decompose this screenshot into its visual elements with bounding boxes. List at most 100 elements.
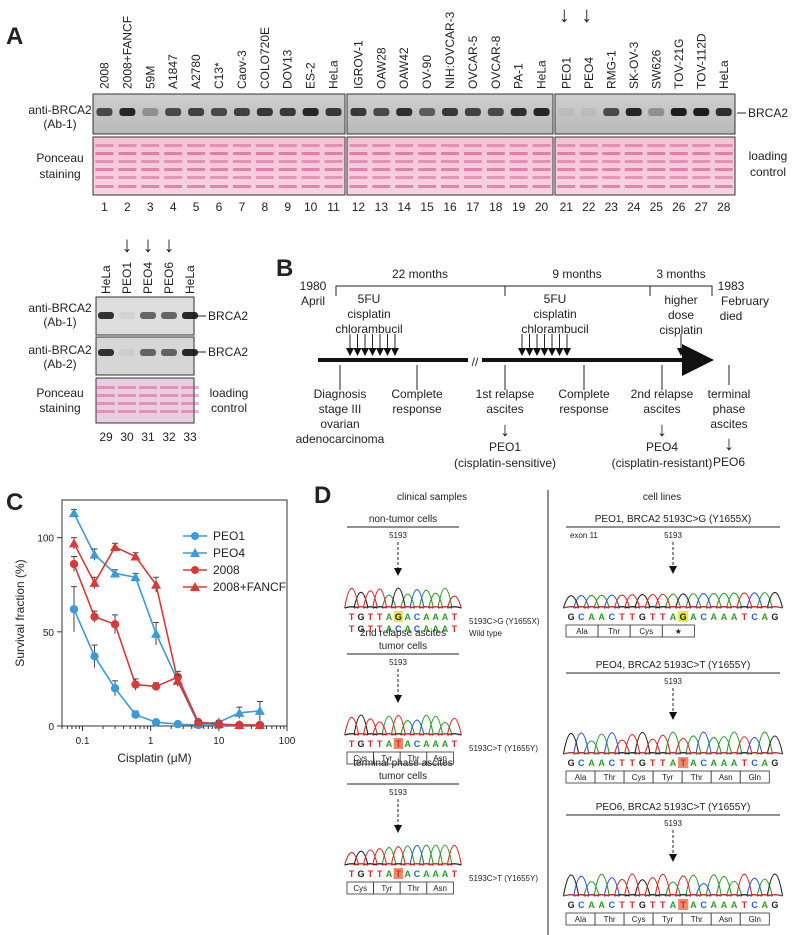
blot-ponceau xyxy=(554,136,736,196)
base-call: T xyxy=(377,739,383,749)
ponceau-band xyxy=(418,176,437,179)
base-call: C xyxy=(578,612,585,622)
ponceau-band xyxy=(532,152,551,155)
data-point xyxy=(69,605,79,614)
data-point xyxy=(151,579,162,589)
blot-a2-ponceau-label-sub: staining xyxy=(39,401,80,415)
amino-acid: Tyr xyxy=(381,754,392,763)
mutation-highlight xyxy=(393,611,403,622)
base-call: A xyxy=(432,624,439,634)
lane-name: HeLa xyxy=(535,60,549,89)
ponceau-band xyxy=(118,152,137,155)
ponceau-band xyxy=(187,176,206,179)
lane-number-2: 33 xyxy=(183,430,197,444)
position-label: 5193 xyxy=(664,677,682,686)
ponceau-band xyxy=(624,152,643,155)
lane-name: 2008+FANCF xyxy=(120,16,134,89)
ponceau-band xyxy=(418,185,437,188)
lane-name: TOV-112D xyxy=(694,33,708,89)
ponceau-band xyxy=(232,185,251,188)
ponceau-band xyxy=(97,410,115,413)
chromatogram-trace xyxy=(563,873,783,897)
base-call: C xyxy=(751,612,758,622)
amino-acid: Cys xyxy=(639,627,653,636)
lane-numbers-2: 29 30 31 32 33 xyxy=(99,430,197,444)
lane-number: 24 xyxy=(627,200,641,214)
brca2-band xyxy=(165,108,182,116)
end-note: died xyxy=(720,309,743,323)
amino-acid: Cys xyxy=(353,754,367,763)
base-call: A xyxy=(423,869,430,879)
blot-ponceau xyxy=(92,136,346,196)
ponceau-band xyxy=(692,185,711,188)
ponceau-band xyxy=(532,144,551,147)
base-call: A xyxy=(588,612,595,622)
ponceau-band xyxy=(97,394,115,397)
lane-name: RMG-1 xyxy=(604,50,618,89)
data-point xyxy=(110,620,120,629)
ponceau-band xyxy=(669,160,688,163)
amino-acid-box xyxy=(739,770,770,784)
base-call: T xyxy=(680,758,686,768)
variant-note: 5193C>G (Y1655X) xyxy=(469,617,540,626)
lane-name-2: PEO6 xyxy=(162,262,176,294)
ponceau-band xyxy=(372,160,391,163)
position-label: 5193 xyxy=(664,819,682,828)
lane-number: 16 xyxy=(443,200,457,214)
brca2-band xyxy=(670,108,687,116)
lane-number-2: 32 xyxy=(162,430,176,444)
ponceau-band xyxy=(418,160,437,163)
position-label: 5193 xyxy=(389,788,407,797)
base-call: T xyxy=(377,612,383,622)
ponceau-band xyxy=(349,144,368,147)
chromatogram-trace xyxy=(563,734,783,755)
base-call: T xyxy=(680,900,686,910)
ponceau-band xyxy=(232,160,251,163)
base-call: A xyxy=(404,739,411,749)
brca2-band xyxy=(373,108,390,116)
ponceau-band xyxy=(349,185,368,188)
ponceau-band xyxy=(141,160,160,163)
legend-label: 2008 xyxy=(213,563,240,577)
base-call: T xyxy=(377,869,383,879)
lane-name-2: PEO1 xyxy=(120,262,134,294)
base-call: A xyxy=(598,612,605,622)
lane-name: PEO4 xyxy=(582,57,596,89)
lane-name: 2008 xyxy=(97,62,111,89)
ponceau-band xyxy=(187,160,206,163)
lane-name: OV-90 xyxy=(420,55,434,89)
brace-3-months xyxy=(649,285,713,296)
trace-title: terminal phase ascites xyxy=(353,758,453,769)
brca2-band xyxy=(464,108,481,116)
brca2-band xyxy=(233,108,250,116)
cell-line-trace-title: PEO1, BRCA2 5193C>G (Y1655X) xyxy=(595,514,751,525)
ponceau-band xyxy=(692,176,711,179)
ponceau-band xyxy=(187,144,206,147)
base-call: A xyxy=(442,624,449,634)
peo4-label: PEO4 xyxy=(646,440,678,454)
ponceau-band xyxy=(187,152,206,155)
blot-a2-ponceau-label: Ponceau xyxy=(36,386,83,400)
ponceau-band xyxy=(324,144,343,147)
brca2-band-label-ab2: BRCA2 xyxy=(208,345,248,359)
ponceau-band xyxy=(278,168,297,171)
chemo-regimen-2: 5FU xyxy=(544,292,567,306)
ponceau-band xyxy=(509,176,528,179)
trace-title: 2nd relapse ascites xyxy=(360,628,446,639)
arrow-down-icon: ↓ xyxy=(657,419,667,441)
brca2-band xyxy=(533,108,550,116)
data-point xyxy=(110,568,121,578)
x-tick-label: 1 xyxy=(148,736,154,747)
base-call: A xyxy=(386,739,393,749)
event-diagnosis: adenocarcinoma xyxy=(296,432,385,446)
brca2-band xyxy=(182,312,198,319)
lane-number-2: 31 xyxy=(141,430,155,444)
arrow-down-icon: ↓ xyxy=(164,232,175,257)
ponceau-band xyxy=(164,144,183,147)
lane-name: A2780 xyxy=(189,54,203,89)
lane-number-2: 29 xyxy=(99,430,113,444)
ponceau-band xyxy=(210,160,228,163)
ponceau-band xyxy=(278,144,297,147)
trace-title-sub: tumor cells xyxy=(379,771,427,782)
